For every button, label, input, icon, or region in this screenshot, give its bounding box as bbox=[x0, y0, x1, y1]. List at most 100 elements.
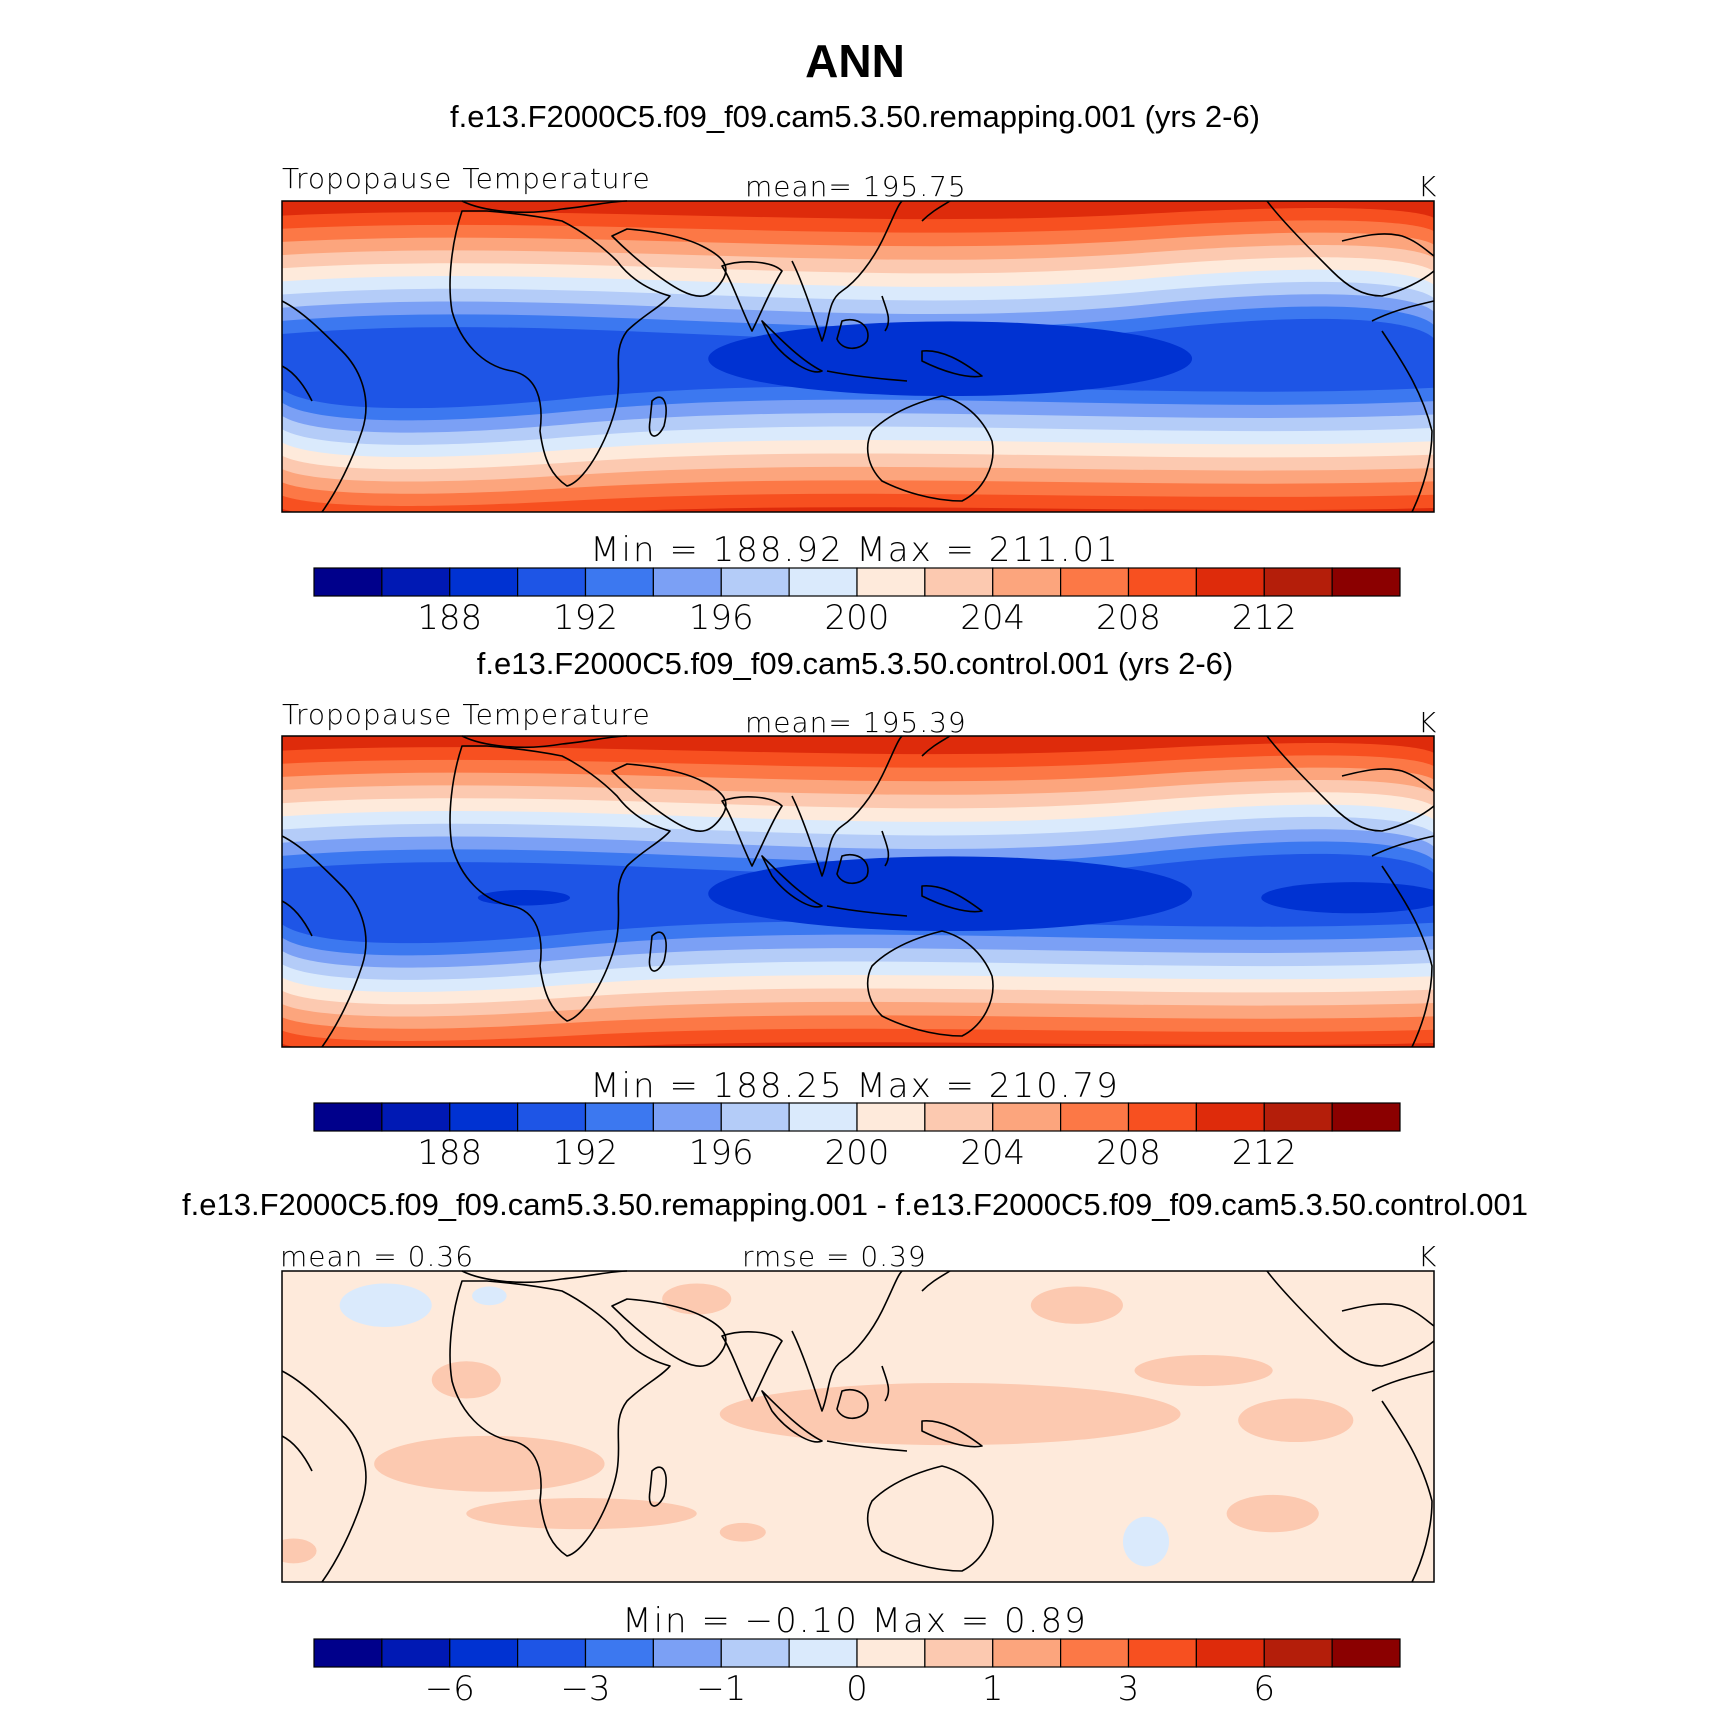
panel-3-title: f.e13.F2000C5.f09_f09.cam5.3.50.remappin… bbox=[182, 1187, 1528, 1222]
colorbar-box bbox=[449, 1638, 519, 1668]
diff-contour bbox=[282, 1538, 317, 1564]
colorbar-box bbox=[1263, 1638, 1333, 1668]
diff-contour bbox=[1226, 1494, 1319, 1533]
colorbar-tick-label: 1 bbox=[981, 1669, 1004, 1709]
colorbar-tick-label: 3 bbox=[1117, 1669, 1140, 1709]
diff-contour bbox=[1122, 1516, 1170, 1567]
colorbar-box bbox=[381, 1102, 451, 1132]
panel-2-title: f.e13.F2000C5.f09_f09.cam5.3.50.control.… bbox=[476, 646, 1234, 681]
colorbar-tick-label: 200 bbox=[824, 598, 890, 638]
colorbar-box bbox=[720, 1638, 790, 1668]
colorbar-tick-label: 192 bbox=[553, 598, 618, 638]
colorbar-box bbox=[720, 1102, 790, 1132]
colorbar-box bbox=[517, 567, 587, 597]
panel-1-frame bbox=[281, 200, 1435, 513]
colorbar-tick-label: 200 bbox=[824, 1133, 890, 1173]
colorbar-box bbox=[856, 567, 926, 597]
colorbar-box bbox=[652, 1102, 722, 1132]
colorbar-box bbox=[517, 1638, 587, 1668]
colorbar-box bbox=[381, 567, 451, 597]
colorbar-box bbox=[584, 1638, 654, 1668]
colorbar-tick-label: 196 bbox=[688, 1133, 754, 1173]
colorbar-tick-label: 212 bbox=[1231, 1133, 1297, 1173]
panel-3-min-max: Min = −0.10 Max = 0.89 bbox=[622, 1601, 1088, 1641]
colorbar-box bbox=[992, 1638, 1062, 1668]
colorbar-box bbox=[992, 567, 1062, 597]
colorbar-box bbox=[856, 1638, 926, 1668]
colorbar-tick-label: 208 bbox=[1096, 598, 1161, 638]
warm-pool-minimum bbox=[708, 321, 1193, 397]
colorbar-box bbox=[449, 567, 519, 597]
colorbar-box bbox=[313, 567, 383, 597]
diff-contour bbox=[1134, 1354, 1273, 1387]
panel-3-rmse-label: rmse = 0.39 bbox=[742, 1240, 927, 1273]
colorbar-box bbox=[1331, 1638, 1401, 1668]
colorbar-box bbox=[992, 1102, 1062, 1132]
panel-1-mean-label: mean= 195.75 bbox=[745, 170, 967, 203]
panel-2-min-max: Min = 188.25 Max = 210.79 bbox=[590, 1066, 1120, 1106]
panel-2-mean-label: mean= 195.39 bbox=[745, 706, 967, 739]
panel-1-map bbox=[282, 201, 1434, 512]
colorbar-tick-label: 192 bbox=[553, 1133, 618, 1173]
panel-2-frame bbox=[281, 735, 1435, 1048]
colorbar-tick-label: 196 bbox=[688, 598, 754, 638]
east-pacific-minimum bbox=[1261, 882, 1434, 914]
panel-2-colorbar bbox=[313, 1102, 1401, 1132]
colorbar-box bbox=[788, 1102, 858, 1132]
colorbar-box bbox=[1195, 567, 1265, 597]
colorbar-box bbox=[856, 1102, 926, 1132]
colorbar-box bbox=[924, 567, 994, 597]
colorbar-box bbox=[1331, 1102, 1401, 1132]
colorbar-box bbox=[1331, 567, 1401, 597]
colorbar-box bbox=[788, 1638, 858, 1668]
diff-contour bbox=[719, 1522, 766, 1542]
panel-1-units-label: K bbox=[1418, 170, 1438, 203]
colorbar-box bbox=[1127, 1102, 1197, 1132]
figure-title: ANN bbox=[805, 35, 905, 87]
diff-contour bbox=[662, 1283, 732, 1315]
warm-pool-minimum bbox=[708, 856, 1193, 932]
colorbar-box bbox=[1060, 1102, 1130, 1132]
panel-3-frame bbox=[281, 1270, 1435, 1583]
colorbar-tick-label: 212 bbox=[1231, 598, 1297, 638]
diff-contour bbox=[1238, 1398, 1354, 1443]
colorbar-box bbox=[1195, 1102, 1265, 1132]
diff-contour bbox=[1030, 1286, 1123, 1324]
colorbar-box bbox=[720, 567, 790, 597]
panel-1-colorbar bbox=[313, 567, 1401, 597]
panel-3-units-label: K bbox=[1418, 1240, 1438, 1273]
colorbar-tick-label: 204 bbox=[960, 598, 1026, 638]
panel-3-map bbox=[282, 1271, 1434, 1582]
colorbar-box bbox=[924, 1638, 994, 1668]
colorbar-tick-label: 188 bbox=[417, 1133, 483, 1173]
diff-contour bbox=[339, 1283, 432, 1327]
diff-contour bbox=[719, 1382, 1181, 1446]
colorbar-tick-label: 208 bbox=[1096, 1133, 1161, 1173]
panel-2-variable-label: Tropopause Temperature bbox=[282, 698, 651, 731]
panel-1-title: f.e13.F2000C5.f09_f09.cam5.3.50.remappin… bbox=[450, 99, 1260, 134]
colorbar-box bbox=[1127, 567, 1197, 597]
colorbar-box bbox=[381, 1638, 451, 1668]
panel-1-min-max: Min = 188.92 Max = 211.01 bbox=[590, 530, 1120, 570]
colorbar-box bbox=[1195, 1638, 1265, 1668]
colorbar-box bbox=[652, 567, 722, 597]
panel-2-units-label: K bbox=[1418, 706, 1438, 739]
colorbar-box bbox=[1060, 567, 1130, 597]
colorbar-box bbox=[1127, 1638, 1197, 1668]
panel-2-map bbox=[282, 736, 1434, 1047]
colorbar-box bbox=[1263, 1102, 1333, 1132]
panel-3-mean-label: mean = 0.36 bbox=[280, 1240, 475, 1273]
panel-1-variable-label: Tropopause Temperature bbox=[282, 162, 651, 195]
diff-contour bbox=[472, 1286, 507, 1306]
africa-minimum bbox=[477, 889, 570, 906]
colorbar-tick-label: 0 bbox=[846, 1669, 868, 1709]
colorbar-tick-label: 204 bbox=[960, 1133, 1026, 1173]
colorbar-box bbox=[517, 1102, 587, 1132]
colorbar-box bbox=[652, 1638, 722, 1668]
diff-contour bbox=[374, 1435, 605, 1492]
colorbar-box bbox=[924, 1102, 994, 1132]
panel-3-colorbar bbox=[313, 1638, 1401, 1668]
colorbar-box bbox=[449, 1102, 519, 1132]
diff-contour bbox=[431, 1361, 501, 1399]
